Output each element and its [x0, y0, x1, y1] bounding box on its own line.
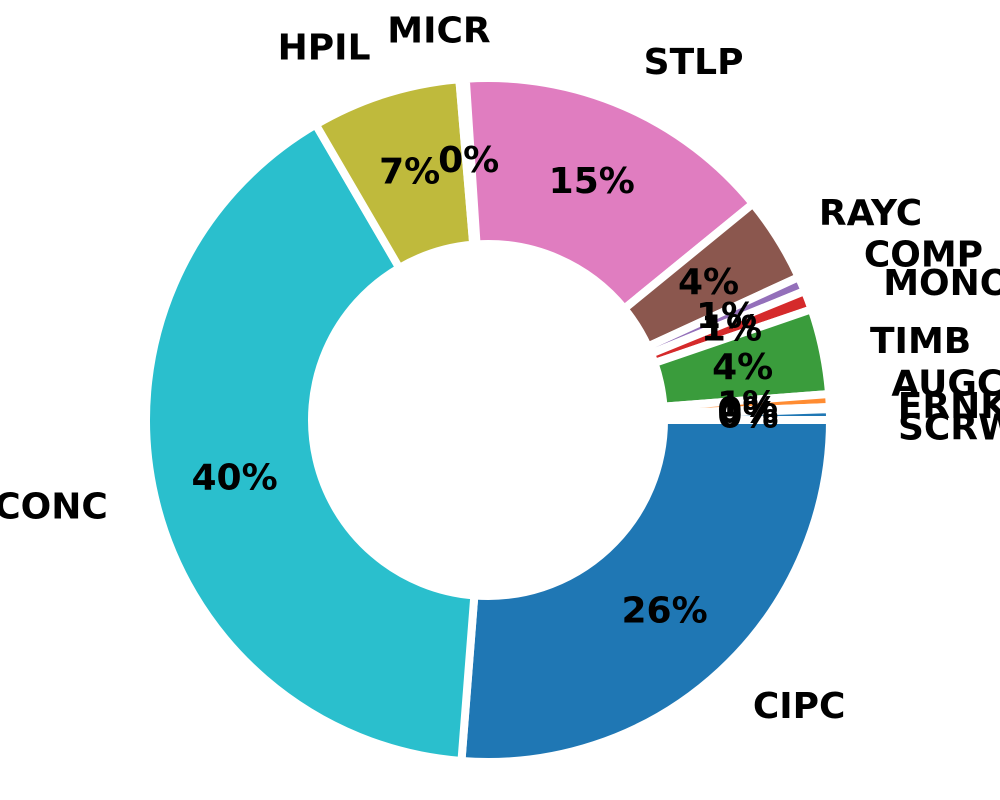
- slice-name-ernk: ERNK: [898, 386, 1000, 427]
- slice-name-micr: MICR: [387, 11, 490, 52]
- slice-name-augc: AUGC: [891, 363, 1000, 404]
- percent-label-mono: 1%: [701, 308, 762, 349]
- slice-cipc: [457, 416, 835, 766]
- percent-label-cipc: 26%: [621, 590, 707, 631]
- percent-label-stlp: 15%: [549, 161, 635, 202]
- slice-name-comp: COMP: [864, 234, 983, 275]
- percent-label-timb: 4%: [712, 347, 773, 388]
- slice-name-stlp: STLP: [644, 42, 744, 83]
- percent-label-hpil: 7%: [379, 152, 440, 193]
- slice-name-conc: CONC: [0, 487, 108, 528]
- slice-name-rayc: RAYC: [819, 193, 922, 234]
- slice-name-hpil: HPIL: [278, 28, 371, 69]
- slice-scrw: [659, 405, 835, 424]
- percent-label-augc: 1%: [717, 385, 778, 426]
- slice-conc: [142, 119, 479, 766]
- slice-stlp: [461, 74, 759, 315]
- slice-name-scrw: SCRW: [898, 407, 1000, 448]
- percent-label-conc: 40%: [191, 458, 277, 499]
- percent-label-rayc: 4%: [678, 262, 739, 303]
- percent-label-comp: 1%: [696, 296, 757, 337]
- percent-label-ernk: 0%: [717, 390, 778, 431]
- percent-label-micr: 0%: [438, 140, 499, 181]
- slice-name-mono: MONO: [883, 263, 1000, 304]
- slices-group: [142, 74, 835, 766]
- percent-labels-group: 26%40%7%0%15%4%1%1%4%1%0%0%: [191, 140, 778, 631]
- slice-name-cipc: CIPC: [753, 686, 846, 727]
- slice-name-timb: TIMB: [870, 321, 971, 362]
- percent-label-scrw: 0%: [717, 395, 778, 436]
